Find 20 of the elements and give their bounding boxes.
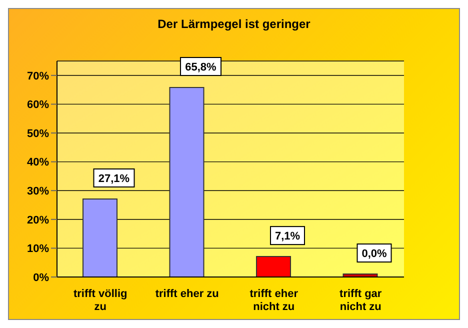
bar [82, 198, 118, 277]
data-label: 7,1% [274, 230, 300, 243]
bar [169, 86, 204, 277]
data-label: 0,0% [362, 248, 387, 260]
x-tick-label: trifft völlig zu [73, 288, 128, 313]
chart-title: Der Lärmpegel ist geringer [156, 16, 312, 33]
y-tick-label: 20% [26, 214, 50, 226]
y-tick-label: 0% [33, 272, 50, 284]
y-tick-label: 70% [26, 70, 50, 82]
y-tick-label: 40% [26, 156, 50, 169]
x-tick-label: trifft eher nicht zu [250, 288, 299, 313]
x-tick-label: trifft gar nicht zu [340, 288, 382, 313]
y-tick-label: 30% [26, 186, 50, 198]
y-tick-label: 60% [26, 99, 50, 112]
data-label: 65,8% [185, 61, 217, 74]
y-tick-label: 10% [26, 243, 50, 256]
y-tick-label: 50% [26, 128, 50, 140]
bar [256, 256, 291, 277]
x-tick-label: trifft eher zu [155, 288, 219, 300]
data-label: 27,1% [98, 172, 130, 185]
